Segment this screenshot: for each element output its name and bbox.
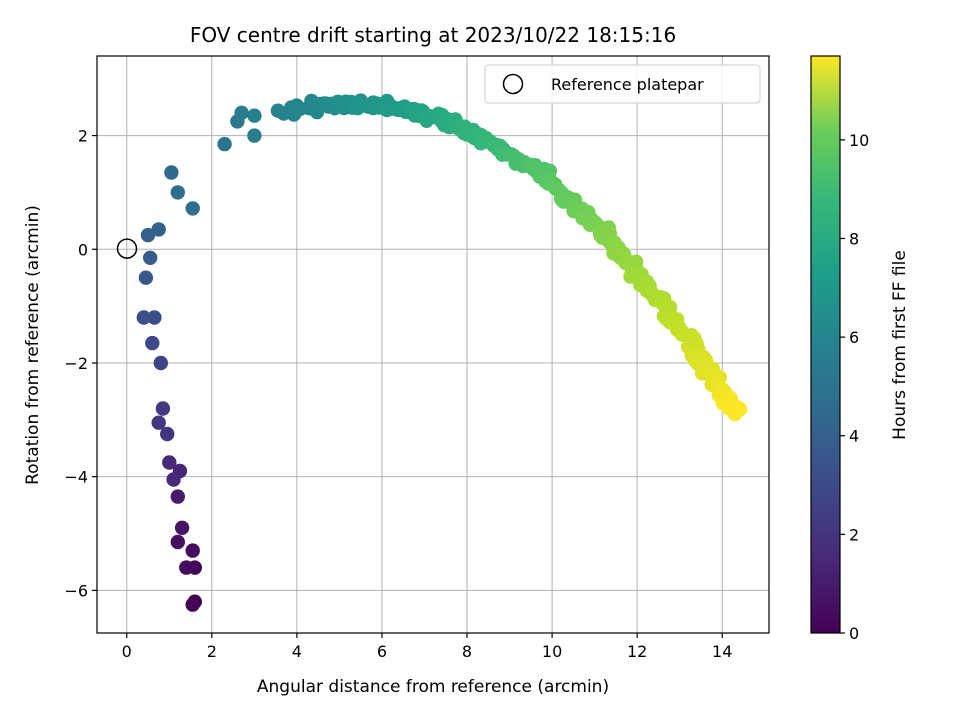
scatter-point bbox=[247, 108, 262, 123]
grid bbox=[97, 56, 769, 633]
x-tick-label: 0 bbox=[122, 642, 132, 661]
y-tick-label: −4 bbox=[64, 468, 88, 487]
colorbar-tick-label: 2 bbox=[849, 525, 859, 544]
legend-box bbox=[484, 64, 761, 104]
colorbar: 0 2 4 6 8 10 Hours from first FF file bbox=[810, 55, 910, 643]
scatter-point bbox=[234, 105, 249, 121]
scatter-point bbox=[179, 560, 194, 575]
scatter-points bbox=[136, 93, 748, 612]
scatter-point bbox=[185, 201, 200, 216]
scatter-point bbox=[623, 269, 638, 284]
x-tick-label: 10 bbox=[542, 642, 562, 661]
scatter-point bbox=[153, 355, 168, 371]
scatter-point bbox=[732, 402, 748, 417]
scatter-point bbox=[289, 102, 305, 117]
legend-entry-label: Reference platepar bbox=[551, 75, 704, 94]
colorbar-tick-label: 6 bbox=[849, 328, 859, 347]
colorbar-tick-label: 8 bbox=[849, 229, 859, 248]
axis-ticks: 0 2 4 6 8 10 12 14 −6 −4 −2 0 2 bbox=[64, 127, 732, 661]
x-tick-label: 6 bbox=[377, 642, 387, 661]
scatter-point bbox=[419, 113, 434, 128]
scatter-point bbox=[147, 310, 162, 325]
y-tick-label: 0 bbox=[78, 240, 88, 259]
colorbar-gradient bbox=[810, 55, 841, 634]
scatter-point bbox=[138, 270, 154, 285]
scatter-point bbox=[166, 472, 181, 487]
scatter-point bbox=[348, 99, 363, 114]
x-tick-label: 8 bbox=[462, 642, 472, 661]
scatter-point bbox=[174, 520, 190, 535]
scatter-point bbox=[145, 335, 160, 351]
colorbar-tick-label: 0 bbox=[849, 624, 859, 643]
legend: Reference platepar bbox=[484, 64, 761, 104]
colorbar-tick-label: 4 bbox=[849, 427, 859, 446]
scatter-point bbox=[155, 401, 171, 416]
x-tick-label: 12 bbox=[627, 642, 647, 661]
y-axis-label: Rotation from reference (arcmin) bbox=[23, 205, 43, 485]
y-tick-label: −2 bbox=[64, 354, 88, 373]
scatter-point bbox=[151, 222, 166, 237]
scatter-point bbox=[217, 136, 232, 152]
scatter-point bbox=[170, 489, 185, 504]
colorbar-tick-label: 10 bbox=[849, 131, 869, 150]
x-axis-label: Angular distance from reference (arcmin) bbox=[257, 677, 609, 697]
scatter-point bbox=[136, 310, 151, 325]
scatter-point bbox=[143, 250, 158, 265]
colorbar-ticks: 0 2 4 6 8 10 bbox=[840, 131, 869, 643]
scatter-point bbox=[164, 165, 179, 180]
scatter-point bbox=[185, 597, 200, 612]
chart-title: FOV centre drift starting at 2023/10/22 … bbox=[190, 23, 676, 47]
scatter-point bbox=[170, 534, 185, 550]
scatter-point bbox=[160, 426, 175, 442]
scatter-point bbox=[185, 543, 200, 558]
x-tick-label: 2 bbox=[207, 642, 217, 661]
scatter-point bbox=[140, 227, 156, 243]
y-tick-label: −6 bbox=[64, 581, 88, 600]
scatter-point bbox=[247, 128, 262, 143]
legend-marker-icon bbox=[502, 73, 524, 95]
reference-platepar-marker bbox=[116, 238, 138, 259]
scatter-point bbox=[151, 415, 166, 430]
scatter-point bbox=[162, 455, 177, 470]
colorbar-label: Hours from first FF file bbox=[890, 250, 910, 440]
x-tick-label: 14 bbox=[712, 642, 732, 661]
x-tick-label: 4 bbox=[292, 642, 302, 661]
scatter-point bbox=[696, 359, 711, 374]
scatter-point bbox=[170, 185, 185, 200]
plot-frame bbox=[96, 55, 770, 634]
y-tick-label: 2 bbox=[78, 127, 88, 146]
